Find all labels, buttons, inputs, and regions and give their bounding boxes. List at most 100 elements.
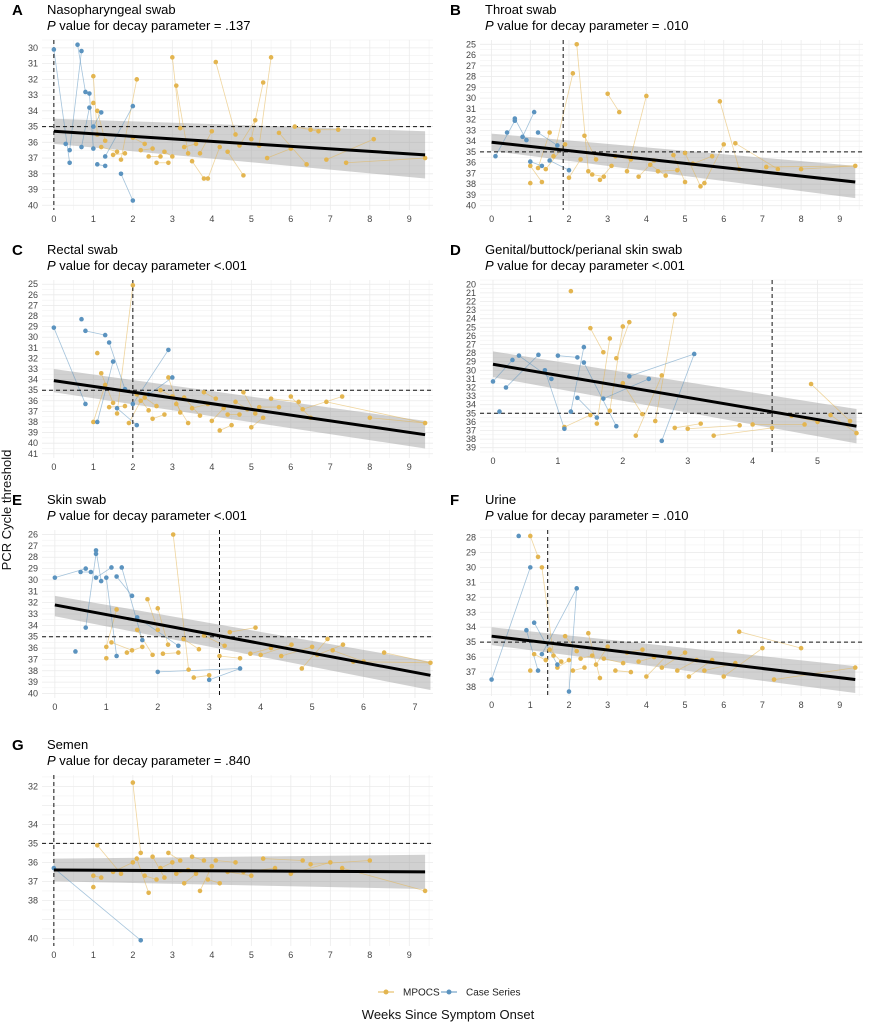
y-tick-label: 27 bbox=[28, 300, 38, 310]
p-label: P bbox=[485, 18, 494, 33]
x-tick-label: 5 bbox=[683, 700, 688, 710]
mpocs-point bbox=[213, 396, 219, 401]
p-label: P bbox=[47, 18, 56, 33]
mpocs-point bbox=[644, 674, 649, 679]
decay-fit-line bbox=[53, 868, 426, 874]
y-tick-label: 29 bbox=[466, 82, 476, 92]
mpocs-point bbox=[142, 395, 147, 400]
mpocs-trajectory bbox=[250, 82, 264, 140]
mpocs-point bbox=[260, 80, 266, 85]
mpocs-point bbox=[288, 394, 294, 399]
x-tick-label: 8 bbox=[367, 950, 372, 960]
x-tick-label: 2 bbox=[130, 462, 135, 472]
y-tick-label: 37 bbox=[466, 667, 476, 677]
mpocs-point bbox=[91, 884, 96, 890]
mpocs-point bbox=[607, 336, 613, 341]
mpocs-trajectory bbox=[564, 635, 578, 652]
mpocs-trajectory bbox=[673, 154, 686, 183]
y-tick-label: 32 bbox=[28, 598, 38, 608]
case-series-point bbox=[140, 637, 145, 643]
mpocs-point bbox=[170, 154, 175, 159]
x-tick-label: 1 bbox=[104, 702, 109, 712]
panel-letter: B bbox=[450, 2, 461, 19]
mpocs-point bbox=[300, 406, 305, 412]
mpocs-trajectory bbox=[183, 638, 200, 650]
mpocs-point bbox=[682, 179, 688, 185]
case-series-point bbox=[566, 689, 572, 694]
mpocs-point bbox=[205, 176, 211, 181]
mpocs-point bbox=[118, 871, 124, 877]
mpocs-point bbox=[798, 645, 804, 651]
mpocs-point bbox=[155, 627, 161, 633]
mpocs-point bbox=[94, 108, 100, 114]
gridlines bbox=[480, 529, 863, 696]
y-tick-label: 29 bbox=[28, 322, 38, 332]
case-series-point bbox=[504, 130, 510, 135]
mpocs-point bbox=[672, 425, 678, 431]
mpocs-point bbox=[227, 629, 233, 635]
decay-fit-line bbox=[53, 129, 426, 157]
mpocs-point bbox=[605, 644, 610, 649]
p-value-text: value for decay parameter = .010 bbox=[494, 508, 689, 523]
mpocs-point bbox=[106, 404, 112, 410]
legend-mpocs-label: MPOCS bbox=[403, 988, 440, 999]
mpocs-trajectory bbox=[723, 647, 763, 677]
mpocs-point bbox=[721, 674, 727, 679]
case-series-point bbox=[524, 137, 529, 143]
x-tick-label: 6 bbox=[288, 950, 293, 960]
y-tick-label: 36 bbox=[466, 652, 476, 662]
mpocs-trajectory bbox=[193, 674, 210, 678]
mpocs-point bbox=[775, 166, 781, 172]
x-tick-label: 1 bbox=[91, 950, 96, 960]
y-tick-label: 31 bbox=[466, 374, 476, 384]
mpocs-trajectory bbox=[541, 567, 554, 656]
mpocs-point bbox=[624, 168, 630, 174]
mpocs-trajectory bbox=[116, 285, 134, 414]
mpocs-trajectory bbox=[183, 873, 197, 884]
mpocs-trajectory bbox=[719, 101, 740, 170]
case-series-point bbox=[118, 171, 124, 177]
y-tick-label: 37 bbox=[466, 426, 476, 436]
panel-letter: G bbox=[12, 737, 24, 754]
mpocs-point bbox=[299, 666, 305, 671]
mpocs-point bbox=[381, 650, 387, 655]
y-tick-label: 24 bbox=[466, 314, 476, 324]
mpocs-point bbox=[118, 157, 124, 162]
case-series-point bbox=[51, 47, 57, 52]
mpocs-point bbox=[607, 408, 613, 414]
mpocs-point bbox=[181, 144, 187, 150]
case-series-point bbox=[503, 385, 509, 390]
legend-case-series-marker-icon bbox=[446, 989, 452, 995]
mpocs-trajectory bbox=[739, 631, 802, 649]
mpocs-trajectory bbox=[263, 858, 303, 861]
mpocs-point bbox=[241, 173, 246, 178]
mpocs-trajectory bbox=[584, 135, 597, 160]
case-series-point bbox=[83, 401, 88, 407]
case-series-trajectory bbox=[104, 105, 134, 157]
case-series-point bbox=[51, 325, 57, 330]
mpocs-trajectory bbox=[227, 151, 244, 176]
gridlines bbox=[42, 775, 433, 946]
case-series-trajectory bbox=[505, 354, 539, 388]
mpocs-trajectory bbox=[810, 383, 851, 422]
mpocs-point bbox=[733, 140, 738, 146]
mpocs-point bbox=[620, 660, 626, 666]
mpocs-point bbox=[241, 390, 246, 395]
y-tick-label: 33 bbox=[466, 391, 476, 401]
y-tick-label: 35 bbox=[28, 838, 38, 848]
case-series-point bbox=[78, 569, 83, 575]
mpocs-point bbox=[155, 606, 161, 611]
mpocs-point bbox=[272, 865, 278, 871]
case-series-trajectory bbox=[53, 327, 86, 405]
case-series-trajectory bbox=[157, 668, 241, 673]
mpocs-trajectory bbox=[615, 322, 630, 359]
mpocs-point bbox=[91, 419, 96, 425]
mpocs-trajectory bbox=[310, 860, 370, 865]
case-series-trajectory bbox=[116, 576, 133, 597]
case-series-point bbox=[581, 344, 587, 350]
mpocs-trajectory bbox=[537, 132, 551, 169]
mpocs-point bbox=[229, 422, 234, 428]
mpocs-trajectory bbox=[801, 165, 856, 170]
